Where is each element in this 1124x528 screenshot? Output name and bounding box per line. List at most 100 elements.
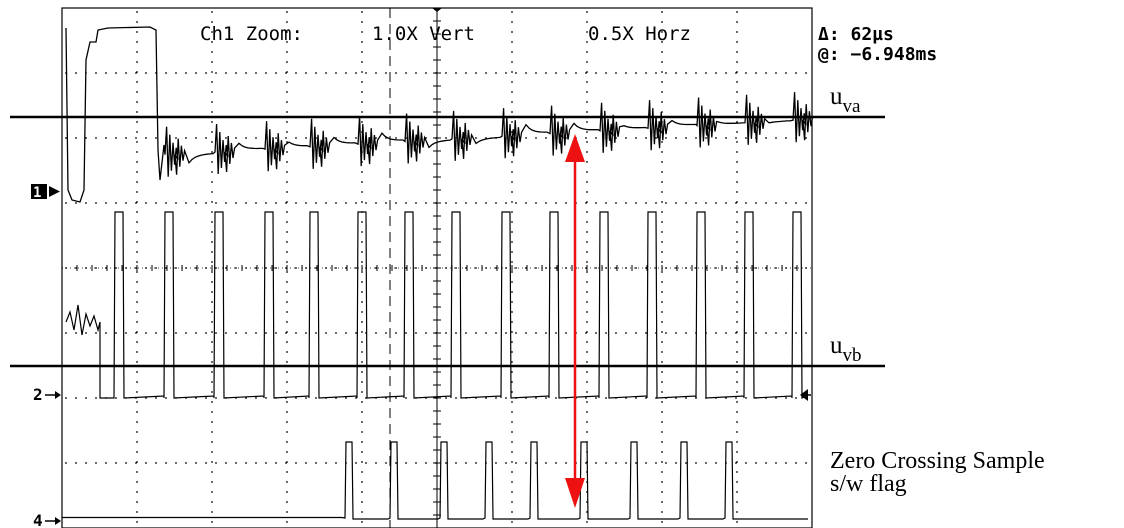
grid-dot bbox=[361, 501, 363, 503]
grid-dot bbox=[535, 267, 537, 269]
grid-dot bbox=[545, 397, 547, 399]
grid-dot bbox=[586, 181, 588, 183]
grid-dot bbox=[511, 321, 513, 323]
grid-dot bbox=[175, 462, 177, 464]
uvb-label-sub: vb bbox=[843, 345, 862, 366]
grid-dot bbox=[211, 301, 213, 303]
grid-dot bbox=[736, 281, 738, 283]
grid-dot bbox=[361, 301, 363, 303]
grid-dot bbox=[211, 161, 213, 163]
grid-dot bbox=[511, 361, 513, 363]
grid-dot bbox=[286, 171, 288, 173]
grid-dot bbox=[65, 397, 67, 399]
grid-dot bbox=[211, 201, 213, 203]
grid-dot bbox=[286, 491, 288, 493]
grid-dot bbox=[511, 11, 513, 13]
grid-dot bbox=[736, 221, 738, 223]
grid-dot bbox=[305, 202, 307, 204]
grid-dot bbox=[511, 371, 513, 373]
grid-dot bbox=[395, 72, 397, 74]
grid-dot bbox=[755, 332, 757, 334]
grid-dot bbox=[145, 202, 147, 204]
grid-dot bbox=[661, 351, 663, 353]
grid-dot bbox=[211, 451, 213, 453]
grid-dot bbox=[661, 171, 663, 173]
grid-dot bbox=[136, 301, 138, 303]
grid-dot bbox=[785, 462, 787, 464]
grid-dot bbox=[586, 151, 588, 153]
grid-dot bbox=[286, 361, 288, 363]
grid-dot bbox=[286, 301, 288, 303]
grid-dot bbox=[605, 72, 607, 74]
grid-dot bbox=[661, 261, 663, 263]
grid-dot bbox=[135, 137, 137, 139]
grid-dot bbox=[361, 341, 363, 343]
grid-dot bbox=[736, 171, 738, 173]
grid-dot bbox=[736, 251, 738, 253]
grid-dot bbox=[625, 72, 627, 74]
grid-dot bbox=[245, 72, 247, 74]
grid-dot bbox=[361, 311, 363, 313]
grid-dot bbox=[586, 131, 588, 133]
grid-dot bbox=[215, 72, 217, 74]
grid-dot bbox=[535, 332, 537, 334]
grid-dot bbox=[695, 462, 697, 464]
grid-dot bbox=[136, 221, 138, 223]
grid-dot bbox=[136, 481, 138, 483]
grid-dot bbox=[495, 332, 497, 334]
grid-dot bbox=[586, 241, 588, 243]
grid-dot bbox=[211, 171, 213, 173]
grid-dot bbox=[661, 361, 663, 363]
grid-dot bbox=[585, 137, 587, 139]
grid-dot bbox=[425, 202, 427, 204]
grid-dot bbox=[85, 137, 87, 139]
grid-dot bbox=[185, 137, 187, 139]
grid-dot bbox=[785, 332, 787, 334]
grid-dot bbox=[545, 332, 547, 334]
grid-dot bbox=[736, 131, 738, 133]
grid-dot bbox=[385, 72, 387, 74]
grid-dot bbox=[511, 31, 513, 33]
grid-dot bbox=[211, 21, 213, 23]
grid-dot bbox=[635, 137, 637, 139]
grid-dot bbox=[315, 397, 317, 399]
grid-dot bbox=[661, 521, 663, 523]
grid-dot bbox=[95, 137, 97, 139]
grid-dot bbox=[75, 72, 77, 74]
grid-dot bbox=[661, 371, 663, 373]
grid-dot bbox=[445, 137, 447, 139]
grid-dot bbox=[211, 261, 213, 263]
grid-dot bbox=[361, 251, 363, 253]
grid-dot bbox=[286, 11, 288, 13]
grid-dot bbox=[235, 72, 237, 74]
grid-dot bbox=[586, 221, 588, 223]
grid-dot bbox=[361, 181, 363, 183]
grid-dot bbox=[95, 397, 97, 399]
grid-dot bbox=[135, 267, 137, 269]
grid-dot bbox=[211, 431, 213, 433]
grid-dot bbox=[511, 71, 513, 73]
grid-dot bbox=[155, 202, 157, 204]
grid-dot bbox=[211, 331, 213, 333]
grid-dot bbox=[586, 311, 588, 313]
grid-dot bbox=[515, 332, 517, 334]
grid-dot bbox=[211, 351, 213, 353]
grid-dot bbox=[136, 231, 138, 233]
grid-dot bbox=[511, 481, 513, 483]
grid-dot bbox=[225, 462, 227, 464]
grid-dot bbox=[65, 332, 67, 334]
grid-dot bbox=[505, 72, 507, 74]
grid-dot bbox=[586, 121, 588, 123]
uvb-label: uvb bbox=[830, 332, 862, 366]
grid-dot bbox=[136, 121, 138, 123]
grid-dot bbox=[525, 72, 527, 74]
grid-dot bbox=[335, 202, 337, 204]
grid-dot bbox=[75, 397, 77, 399]
grid-dot bbox=[661, 421, 663, 423]
grid-dot bbox=[395, 462, 397, 464]
grid-dot bbox=[736, 481, 738, 483]
grid-dot bbox=[495, 202, 497, 204]
grid-dot bbox=[211, 441, 213, 443]
grid-dot bbox=[265, 202, 267, 204]
grid-dot bbox=[185, 462, 187, 464]
